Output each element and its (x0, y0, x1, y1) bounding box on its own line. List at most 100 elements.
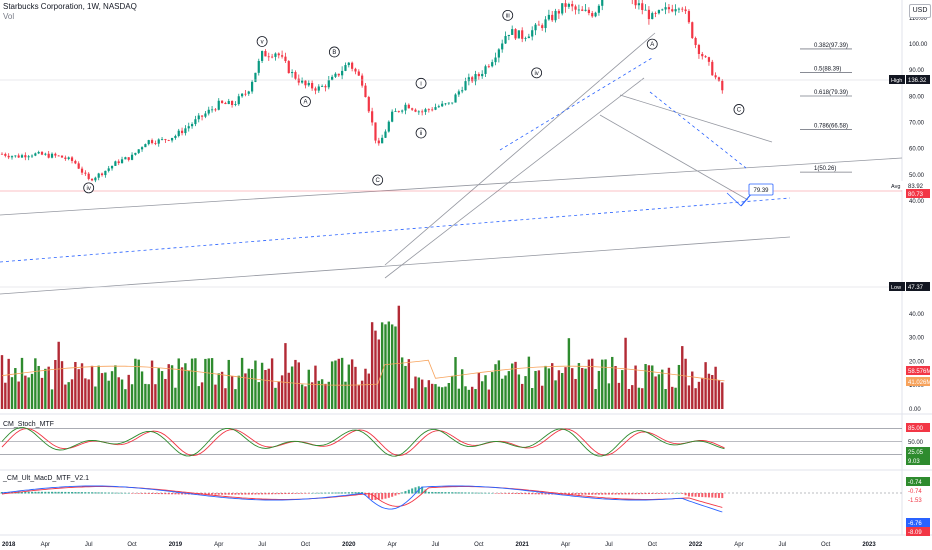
candle-body (554, 10, 557, 21)
macd-hist-bar (591, 493, 594, 495)
price-tick-label: 40.00 (909, 199, 925, 205)
impulse-channel-lower (384, 77, 645, 279)
candle-body (537, 24, 540, 26)
wave-label-circle (733, 104, 745, 115)
candle-body (637, 3, 641, 6)
macd-hist-bar (467, 492, 470, 494)
time-tick-label: Oct (301, 542, 311, 548)
candle-body (214, 109, 217, 111)
last-price-label: 80.73 (908, 192, 924, 198)
candle-body (190, 124, 194, 127)
candle-body (441, 103, 444, 107)
candle-body (147, 140, 150, 145)
candle-body (250, 81, 254, 92)
macd-hist-bar (31, 491, 34, 494)
volume-bar (207, 358, 210, 409)
volume-bar (647, 365, 651, 409)
volume-bar (340, 357, 344, 409)
macd-hist-bar (51, 491, 54, 494)
candle-body (491, 62, 494, 67)
volume-bar (507, 371, 511, 409)
volume-bar (234, 389, 237, 409)
candle-body (504, 36, 507, 44)
macd-hist-bar (634, 493, 637, 495)
time-tick-label: Apr (214, 542, 223, 548)
wave-label: A (300, 96, 311, 108)
volume-bar (104, 372, 107, 409)
macd-hist-bar (64, 491, 67, 494)
wave-label: iii (502, 9, 514, 21)
candle-body (444, 103, 447, 105)
wave-label-text: iv (87, 186, 91, 192)
candle-body (321, 86, 324, 87)
volume-bar (627, 388, 631, 409)
candle-body (597, 5, 600, 13)
macd-hist-bar (81, 492, 84, 494)
volume-bar (584, 368, 587, 409)
volume-bar (681, 346, 684, 409)
volume-bar (337, 358, 340, 409)
macd-hist-bar (334, 492, 337, 494)
volume-bar (601, 359, 604, 409)
macd-hist-bar (304, 493, 307, 494)
macd-hist-bar (147, 493, 150, 494)
volume-bar (204, 358, 207, 409)
volume-bar (397, 305, 401, 409)
volume-bar (350, 359, 354, 409)
dashed-correction-line (649, 91, 747, 169)
price-tick-label: 60.00 (909, 147, 925, 153)
volume-bar (324, 383, 327, 409)
candle-body (487, 66, 490, 68)
last-price-label-bg (906, 189, 930, 198)
candle-body (107, 168, 110, 171)
volume-bar (477, 372, 481, 409)
macd-hist-bar (271, 493, 274, 495)
macd-hist-bar (117, 492, 120, 494)
candle-body (667, 7, 671, 10)
volume-bar (367, 373, 371, 409)
volume-bar (310, 382, 314, 409)
volume-bar (450, 375, 454, 409)
wave-label-circle (502, 9, 514, 21)
volume-bar (400, 357, 404, 409)
candle-body (254, 72, 257, 82)
volume-bar (417, 377, 421, 409)
wave-label-circle (372, 174, 384, 186)
candle-body (654, 13, 657, 14)
volume-bar (664, 389, 667, 409)
macd-hist-bar (494, 493, 497, 494)
macd-b-label-bg (906, 486, 930, 495)
currency-button[interactable]: USD (909, 4, 931, 18)
candle-body (447, 102, 450, 104)
candle-body (587, 9, 590, 14)
volume-bar (474, 389, 477, 409)
stoch-pane-title: CM_Stoch_MTF (3, 421, 54, 428)
candle-body (454, 94, 457, 103)
macd-hist-bar (441, 492, 444, 494)
volume-bar (594, 388, 597, 409)
candle-body (414, 109, 417, 112)
volume-bar (277, 381, 280, 409)
volume-bar (427, 380, 431, 409)
volume-bar (607, 383, 611, 409)
macd-hist-bar (74, 492, 77, 494)
volume-bar (717, 380, 721, 409)
volume-bar (0, 355, 4, 409)
candle-body (224, 102, 227, 105)
volume-tick-label: 30.00 (909, 336, 925, 342)
candle-body (601, 0, 604, 6)
volume-bar (4, 382, 7, 409)
macd-hist-bar (704, 493, 707, 498)
candle-body (387, 121, 390, 132)
candle-body (674, 9, 677, 12)
macd-hist-bar (154, 493, 157, 495)
macd-hist-bar (597, 493, 600, 495)
fib-level-label: 0.5(88.39) (814, 66, 841, 72)
candle-body (30, 155, 34, 157)
volume-bar (220, 371, 224, 409)
volume-bar (177, 358, 180, 409)
volume-ma-line (1, 359, 725, 386)
candle-body (687, 11, 691, 23)
candle-body (34, 153, 37, 156)
